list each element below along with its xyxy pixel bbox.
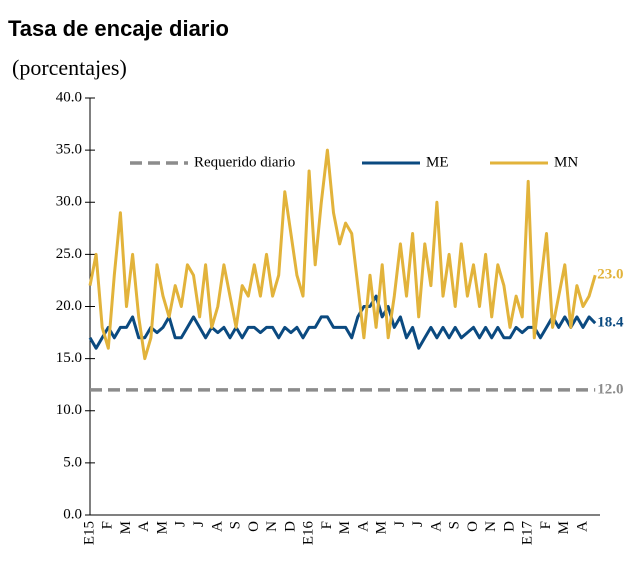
series-line <box>88 148 597 361</box>
x-tick-label: M <box>374 521 390 534</box>
legend-label: MN <box>554 154 578 170</box>
legend-label: ME <box>426 154 449 170</box>
y-tick-label: 15.0 <box>56 350 82 366</box>
value-label: 23.0 <box>597 267 623 283</box>
x-tick-label: D <box>501 521 517 532</box>
x-tick-label: M <box>337 521 353 534</box>
x-tick-label: E15 <box>81 521 97 545</box>
y-tick-label: 35.0 <box>56 142 82 158</box>
x-tick-label: O <box>246 521 262 532</box>
y-tick-label: 30.0 <box>56 194 82 210</box>
x-tick-label: A <box>428 521 444 532</box>
x-tick-label: J <box>410 521 426 527</box>
x-tick-label: J <box>392 521 408 527</box>
x-tick-label: O <box>465 521 481 532</box>
x-tick-label: E17 <box>520 521 536 546</box>
x-tick-label: J <box>191 521 207 527</box>
x-tick-label: F <box>319 521 335 529</box>
value-label: 12.0 <box>597 381 623 397</box>
value-label: 18.4 <box>597 315 624 331</box>
y-tick-label: 5.0 <box>63 454 82 470</box>
y-tick-label: 20.0 <box>56 298 82 314</box>
x-tick-label: N <box>483 521 499 532</box>
chart-subtitle: (porcentajes) <box>12 55 127 80</box>
y-tick-label: 10.0 <box>56 402 82 418</box>
x-tick-label: A <box>136 521 152 532</box>
x-tick-label: F <box>538 521 554 529</box>
y-tick-label: 25.0 <box>56 246 82 262</box>
x-tick-label: A <box>574 521 590 532</box>
x-tick-label: M <box>118 521 134 534</box>
x-tick-label: E16 <box>301 521 317 546</box>
x-tick-label: D <box>282 521 298 532</box>
x-tick-label: M <box>154 521 170 534</box>
y-tick-label: 0.0 <box>63 506 82 522</box>
x-tick-label: M <box>556 521 572 534</box>
x-tick-label: J <box>173 521 189 527</box>
series-line <box>88 294 597 350</box>
x-tick-label: A <box>209 521 225 532</box>
y-tick-label: 40.0 <box>56 89 82 105</box>
x-tick-label: N <box>264 521 280 532</box>
x-tick-label: S <box>447 521 463 529</box>
legend-label: Requerido diario <box>194 154 295 170</box>
x-tick-label: F <box>100 521 116 529</box>
chart-title: Tasa de encaje diario <box>8 16 229 41</box>
x-tick-label: S <box>228 521 244 529</box>
x-tick-label: A <box>355 521 371 532</box>
